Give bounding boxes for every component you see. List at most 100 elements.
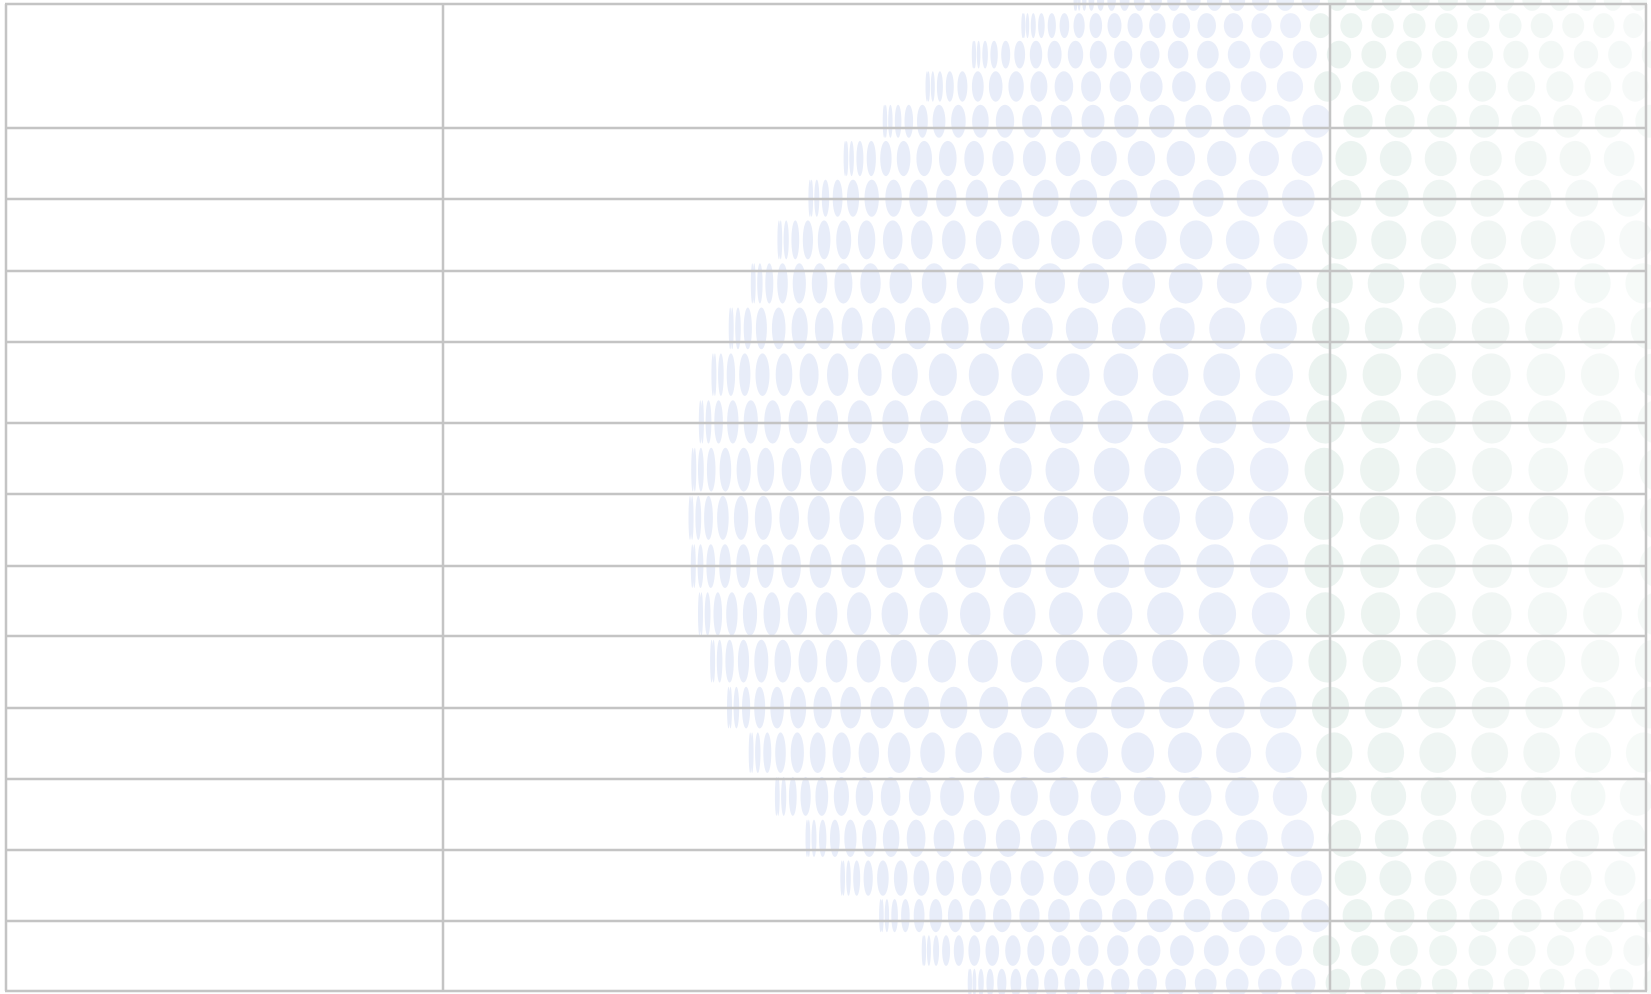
background-dot — [834, 263, 852, 303]
background-dot — [1223, 105, 1251, 138]
background-dot — [763, 732, 771, 773]
background-dot — [1608, 41, 1632, 69]
background-dot — [1051, 220, 1080, 259]
background-dot — [847, 592, 871, 635]
background-dot — [888, 105, 892, 138]
background-dot — [909, 777, 931, 816]
background-dot — [1140, 41, 1159, 69]
background-dot — [942, 935, 950, 966]
background-dot — [1638, 592, 1651, 635]
background-dot — [1143, 496, 1180, 540]
background-dot — [791, 220, 799, 259]
background-dot — [810, 448, 832, 492]
background-dot — [1521, 220, 1556, 259]
background-dot — [1421, 220, 1456, 259]
background-dot — [1375, 820, 1409, 857]
background-dot — [999, 448, 1031, 492]
background-dot — [1120, 0, 1130, 11]
background-dot — [839, 496, 864, 540]
background-dot — [1281, 820, 1314, 857]
background-dot — [1144, 448, 1181, 492]
background-dot — [1613, 820, 1646, 857]
background-dot — [1397, 41, 1422, 69]
background-dot — [1092, 220, 1122, 259]
background-dot — [874, 496, 901, 540]
background-dot — [933, 105, 946, 138]
background-dot — [901, 899, 910, 932]
background-dot — [856, 777, 873, 816]
background-dot — [1261, 899, 1290, 932]
background-dot — [1081, 71, 1101, 101]
background-dot — [1276, 0, 1294, 11]
background-dot — [826, 640, 848, 683]
background-dot — [884, 105, 887, 138]
background-dot — [819, 820, 826, 857]
background-dot — [1249, 141, 1279, 176]
background-dot — [993, 732, 1021, 773]
background-dot — [1308, 640, 1346, 683]
background-dot — [1468, 41, 1493, 69]
background-dot — [834, 777, 849, 816]
background-dot — [1605, 860, 1636, 895]
background-dot — [1168, 41, 1189, 69]
background-dot — [1391, 71, 1419, 101]
background-dot — [1216, 732, 1251, 773]
background-dot — [1226, 220, 1260, 259]
background-dot — [808, 496, 830, 540]
background-dot — [1103, 640, 1138, 683]
background-dot — [782, 448, 802, 492]
background-dot — [1122, 263, 1155, 303]
background-dot — [1031, 13, 1036, 38]
background-dot — [964, 141, 984, 176]
background-dot — [1011, 640, 1043, 683]
background-dot — [1224, 13, 1243, 38]
background-dot — [1074, 13, 1085, 38]
background-dot — [1050, 777, 1079, 816]
background-dot — [996, 820, 1020, 857]
background-dot — [1604, 141, 1635, 176]
background-dot — [1317, 263, 1353, 303]
background-dot — [1090, 41, 1107, 69]
background-dot — [777, 263, 788, 303]
background-dot — [905, 105, 914, 138]
background-dot — [755, 496, 772, 540]
background-dot — [1249, 496, 1288, 540]
background-dot — [1005, 935, 1020, 966]
background-dot — [1172, 71, 1196, 101]
background-dot — [714, 592, 723, 635]
background-dot — [881, 777, 901, 816]
background-dot — [1094, 448, 1130, 492]
background-dot — [1466, 0, 1486, 11]
background-dot — [1432, 41, 1457, 69]
background-dot — [1293, 41, 1317, 69]
background-dot — [968, 640, 998, 683]
background-dot — [1168, 732, 1202, 773]
background-dot — [737, 448, 751, 492]
background-dot — [1471, 732, 1508, 773]
background-dot — [1001, 41, 1010, 69]
background-dot — [779, 496, 799, 540]
background-dot — [1581, 640, 1619, 683]
background-dot — [1472, 353, 1511, 396]
background-dot — [1019, 899, 1039, 932]
background-dot — [972, 105, 989, 138]
background-dot — [698, 448, 704, 492]
background-dot — [957, 263, 984, 303]
background-dot — [1078, 0, 1081, 11]
background-dot — [1228, 41, 1251, 69]
background-dot — [1363, 353, 1402, 396]
background-dot — [927, 71, 930, 101]
background-dot — [915, 448, 944, 492]
background-dot — [1351, 935, 1378, 966]
background-dot — [1416, 496, 1456, 540]
background-dot — [1435, 13, 1458, 38]
background-dot — [1196, 448, 1234, 492]
background-dot — [1150, 0, 1162, 11]
background-dot — [1147, 899, 1173, 932]
background-dot — [1276, 935, 1302, 966]
background-dot — [937, 71, 943, 101]
background-dot — [990, 41, 997, 69]
background-dot — [739, 353, 750, 396]
background-dot — [1340, 13, 1362, 38]
background-dot — [923, 935, 926, 966]
